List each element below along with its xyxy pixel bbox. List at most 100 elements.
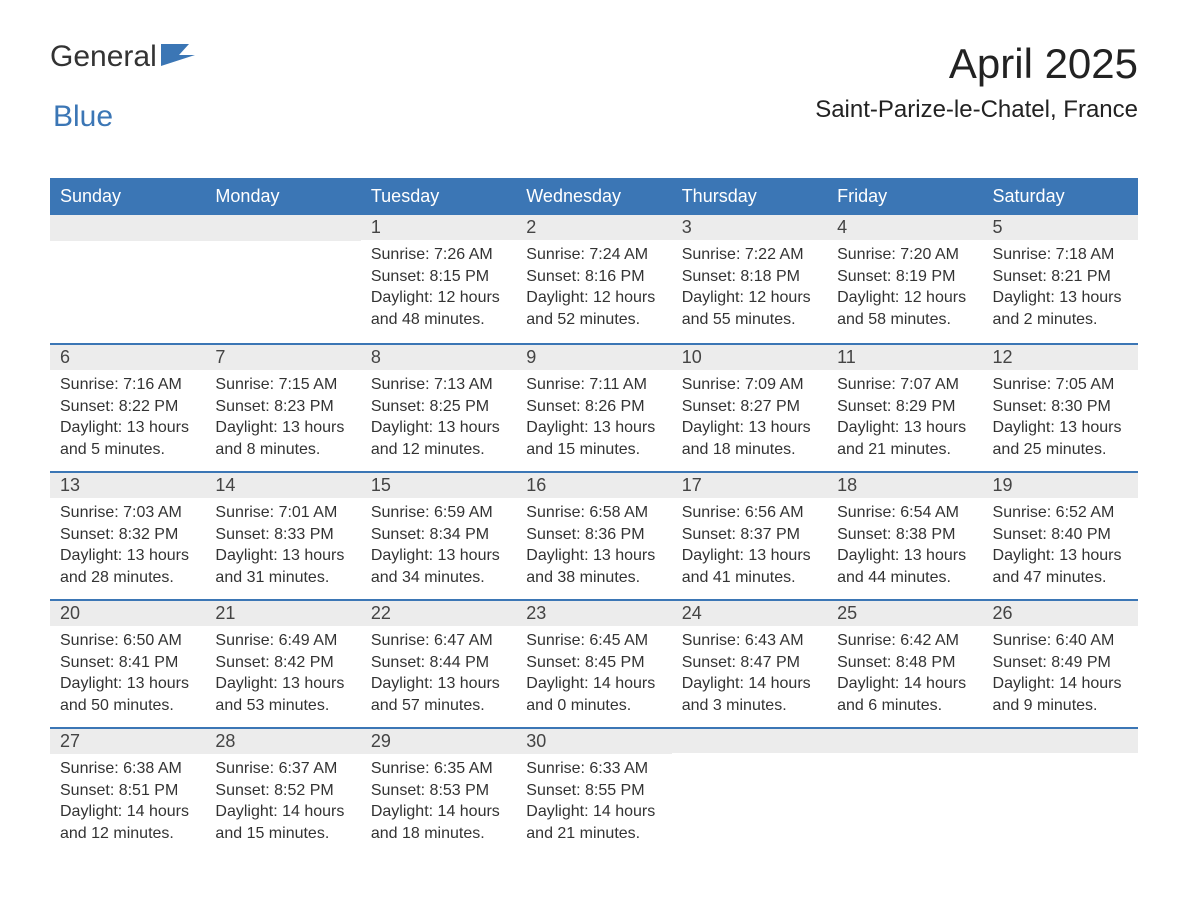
day-daylight1: Daylight: 13 hours xyxy=(60,673,195,695)
day-daylight2: and 44 minutes. xyxy=(837,567,972,589)
day-content: Sunrise: 6:58 AMSunset: 8:36 PMDaylight:… xyxy=(516,498,671,598)
empty-day xyxy=(205,215,360,241)
day-sunset: Sunset: 8:51 PM xyxy=(60,780,195,802)
day-daylight1: Daylight: 13 hours xyxy=(993,417,1128,439)
empty-day xyxy=(827,727,982,753)
day-sunset: Sunset: 8:15 PM xyxy=(371,266,506,288)
day-sunrise: Sunrise: 7:18 AM xyxy=(993,244,1128,266)
day-daylight2: and 18 minutes. xyxy=(371,823,506,845)
day-number: 2 xyxy=(516,215,671,240)
day-header: Friday xyxy=(827,178,982,215)
calendar-week: 20Sunrise: 6:50 AMSunset: 8:41 PMDayligh… xyxy=(50,599,1138,727)
day-number: 27 xyxy=(50,727,205,754)
empty-day xyxy=(672,727,827,753)
day-daylight2: and 5 minutes. xyxy=(60,439,195,461)
calendar-cell: 27Sunrise: 6:38 AMSunset: 8:51 PMDayligh… xyxy=(50,727,205,855)
day-daylight2: and 52 minutes. xyxy=(526,309,661,331)
day-sunrise: Sunrise: 7:13 AM xyxy=(371,374,506,396)
day-sunrise: Sunrise: 7:11 AM xyxy=(526,374,661,396)
day-content: Sunrise: 7:07 AMSunset: 8:29 PMDaylight:… xyxy=(827,370,982,470)
day-sunrise: Sunrise: 7:07 AM xyxy=(837,374,972,396)
calendar-cell: 21Sunrise: 6:49 AMSunset: 8:42 PMDayligh… xyxy=(205,599,360,727)
day-content: Sunrise: 6:40 AMSunset: 8:49 PMDaylight:… xyxy=(983,626,1138,726)
day-number: 24 xyxy=(672,599,827,626)
day-content: Sunrise: 6:50 AMSunset: 8:41 PMDaylight:… xyxy=(50,626,205,726)
empty-day xyxy=(983,727,1138,753)
day-daylight2: and 2 minutes. xyxy=(993,309,1128,331)
day-number: 3 xyxy=(672,215,827,240)
day-daylight2: and 55 minutes. xyxy=(682,309,817,331)
day-number: 11 xyxy=(827,343,982,370)
day-daylight1: Daylight: 13 hours xyxy=(682,417,817,439)
day-content: Sunrise: 7:22 AMSunset: 8:18 PMDaylight:… xyxy=(672,240,827,340)
calendar-cell: 11Sunrise: 7:07 AMSunset: 8:29 PMDayligh… xyxy=(827,343,982,471)
calendar-week: 1Sunrise: 7:26 AMSunset: 8:15 PMDaylight… xyxy=(50,215,1138,343)
day-content: Sunrise: 7:24 AMSunset: 8:16 PMDaylight:… xyxy=(516,240,671,340)
day-sunset: Sunset: 8:49 PM xyxy=(993,652,1128,674)
day-content: Sunrise: 6:45 AMSunset: 8:45 PMDaylight:… xyxy=(516,626,671,726)
day-sunrise: Sunrise: 6:35 AM xyxy=(371,758,506,780)
day-daylight1: Daylight: 14 hours xyxy=(837,673,972,695)
calendar-cell: 16Sunrise: 6:58 AMSunset: 8:36 PMDayligh… xyxy=(516,471,671,599)
day-sunrise: Sunrise: 6:47 AM xyxy=(371,630,506,652)
day-daylight1: Daylight: 13 hours xyxy=(60,417,195,439)
calendar-cell xyxy=(672,727,827,855)
day-content: Sunrise: 7:18 AMSunset: 8:21 PMDaylight:… xyxy=(983,240,1138,340)
day-sunset: Sunset: 8:38 PM xyxy=(837,524,972,546)
day-content: Sunrise: 7:05 AMSunset: 8:30 PMDaylight:… xyxy=(983,370,1138,470)
calendar-cell: 28Sunrise: 6:37 AMSunset: 8:52 PMDayligh… xyxy=(205,727,360,855)
day-sunset: Sunset: 8:21 PM xyxy=(993,266,1128,288)
calendar-cell: 23Sunrise: 6:45 AMSunset: 8:45 PMDayligh… xyxy=(516,599,671,727)
day-header: Sunday xyxy=(50,178,205,215)
day-sunset: Sunset: 8:30 PM xyxy=(993,396,1128,418)
logo-text-blue: Blue xyxy=(53,100,113,133)
calendar-cell: 26Sunrise: 6:40 AMSunset: 8:49 PMDayligh… xyxy=(983,599,1138,727)
calendar-cell: 12Sunrise: 7:05 AMSunset: 8:30 PMDayligh… xyxy=(983,343,1138,471)
day-number: 9 xyxy=(516,343,671,370)
day-daylight1: Daylight: 14 hours xyxy=(215,801,350,823)
day-daylight2: and 58 minutes. xyxy=(837,309,972,331)
day-number: 17 xyxy=(672,471,827,498)
day-daylight2: and 38 minutes. xyxy=(526,567,661,589)
calendar-body: 1Sunrise: 7:26 AMSunset: 8:15 PMDaylight… xyxy=(50,215,1138,855)
day-content: Sunrise: 7:13 AMSunset: 8:25 PMDaylight:… xyxy=(361,370,516,470)
calendar-cell: 10Sunrise: 7:09 AMSunset: 8:27 PMDayligh… xyxy=(672,343,827,471)
day-daylight2: and 6 minutes. xyxy=(837,695,972,717)
day-daylight2: and 21 minutes. xyxy=(837,439,972,461)
day-sunset: Sunset: 8:18 PM xyxy=(682,266,817,288)
calendar-cell: 14Sunrise: 7:01 AMSunset: 8:33 PMDayligh… xyxy=(205,471,360,599)
logo-flag-icon xyxy=(161,44,195,71)
day-daylight2: and 31 minutes. xyxy=(215,567,350,589)
day-daylight1: Daylight: 13 hours xyxy=(993,545,1128,567)
day-daylight1: Daylight: 13 hours xyxy=(371,417,506,439)
day-number: 10 xyxy=(672,343,827,370)
day-number: 4 xyxy=(827,215,982,240)
day-daylight1: Daylight: 13 hours xyxy=(215,673,350,695)
calendar-cell: 19Sunrise: 6:52 AMSunset: 8:40 PMDayligh… xyxy=(983,471,1138,599)
day-sunrise: Sunrise: 6:40 AM xyxy=(993,630,1128,652)
day-daylight2: and 41 minutes. xyxy=(682,567,817,589)
calendar-cell xyxy=(50,215,205,343)
day-daylight1: Daylight: 13 hours xyxy=(993,287,1128,309)
day-header: Wednesday xyxy=(516,178,671,215)
day-sunset: Sunset: 8:26 PM xyxy=(526,396,661,418)
calendar-cell xyxy=(983,727,1138,855)
day-number: 1 xyxy=(361,215,516,240)
calendar-cell: 24Sunrise: 6:43 AMSunset: 8:47 PMDayligh… xyxy=(672,599,827,727)
day-daylight1: Daylight: 12 hours xyxy=(526,287,661,309)
day-daylight1: Daylight: 13 hours xyxy=(371,673,506,695)
calendar-week: 6Sunrise: 7:16 AMSunset: 8:22 PMDaylight… xyxy=(50,343,1138,471)
day-daylight1: Daylight: 13 hours xyxy=(215,417,350,439)
calendar-cell: 6Sunrise: 7:16 AMSunset: 8:22 PMDaylight… xyxy=(50,343,205,471)
day-content: Sunrise: 6:59 AMSunset: 8:34 PMDaylight:… xyxy=(361,498,516,598)
day-sunrise: Sunrise: 6:37 AM xyxy=(215,758,350,780)
day-sunset: Sunset: 8:27 PM xyxy=(682,396,817,418)
day-sunset: Sunset: 8:55 PM xyxy=(526,780,661,802)
day-number: 6 xyxy=(50,343,205,370)
day-sunset: Sunset: 8:29 PM xyxy=(837,396,972,418)
day-sunrise: Sunrise: 6:54 AM xyxy=(837,502,972,524)
day-sunset: Sunset: 8:19 PM xyxy=(837,266,972,288)
day-sunrise: Sunrise: 6:50 AM xyxy=(60,630,195,652)
day-content: Sunrise: 6:54 AMSunset: 8:38 PMDaylight:… xyxy=(827,498,982,598)
day-daylight2: and 12 minutes. xyxy=(60,823,195,845)
